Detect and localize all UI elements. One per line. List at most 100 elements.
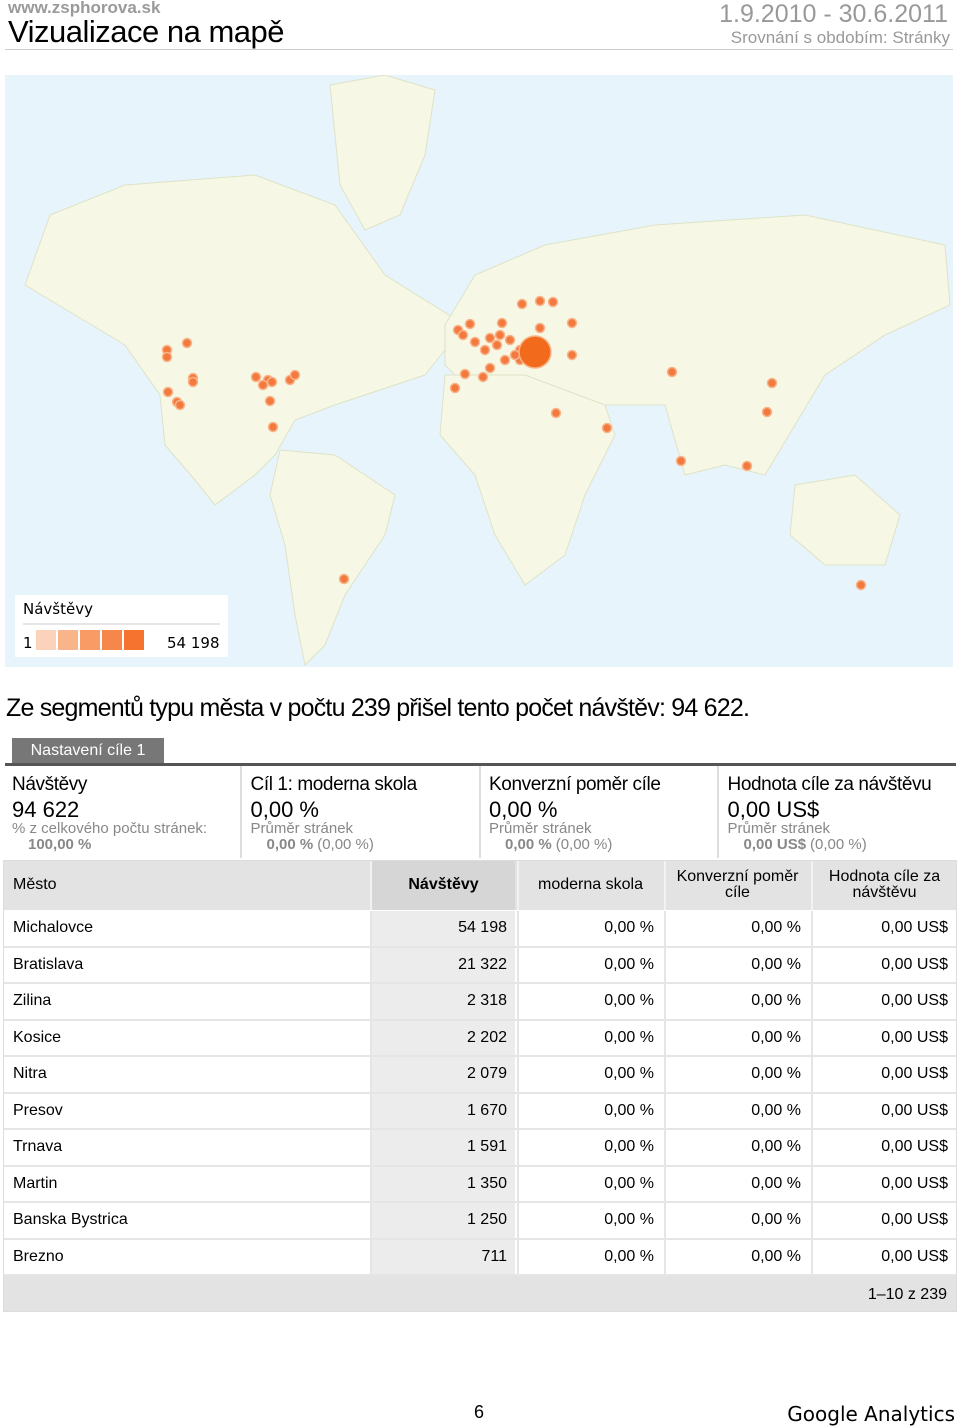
city-dot	[469, 336, 481, 348]
city-dot	[457, 329, 469, 341]
metric-sub: Průměr stránek	[727, 820, 831, 837]
tab[interactable]: Nastavení cíle 1	[12, 738, 164, 763]
metric-sub-extra: (0,00 %)	[810, 836, 867, 853]
column-header: moderna skola	[517, 860, 662, 910]
metric-label: Konverzní poměr cíle	[489, 774, 661, 795]
city-dot	[267, 421, 279, 433]
table-cell: 0,00 %	[664, 984, 809, 1019]
table-cell: 0,00 %	[664, 911, 809, 946]
table-cell: 0,00 %	[664, 1203, 809, 1238]
metric-sub: % z celkového počtu stránek:	[12, 820, 208, 837]
metric-sub-extra: (0,00 %)	[317, 836, 374, 853]
table-cell: 0,00 %	[664, 1057, 809, 1092]
metric-sub: Průměr stránek	[489, 820, 592, 837]
metric-sub-line: 0,00 % (0,00 %)	[505, 836, 612, 853]
legend-swatch	[124, 630, 144, 650]
table-cell: 2 318	[370, 984, 515, 1019]
city-dot	[264, 395, 276, 407]
city-dot	[666, 366, 678, 378]
table-cell: 0,00 %	[517, 1130, 662, 1165]
metric-sub-extra: (0,00 %)	[555, 836, 613, 853]
legend-swatch	[80, 630, 100, 650]
metric: Hodnota cíle za návštěvu 0,00 US$ Průměr s…	[721, 766, 958, 858]
legend-max: 54 198	[167, 634, 220, 652]
legend-swatch	[36, 630, 56, 650]
divider	[5, 49, 953, 50]
metric-value: 0,00 %	[489, 797, 558, 822]
land	[24, 174, 466, 506]
column-header: Město	[13, 876, 57, 893]
row-rule	[3, 982, 957, 984]
legend-min: 1	[23, 634, 33, 652]
legend-swatch	[58, 630, 78, 650]
table-cell: 54 198	[370, 911, 515, 946]
row-rule	[3, 1201, 957, 1203]
tab-rule	[5, 763, 956, 766]
metric-sub-value: 0,00 %	[266, 836, 314, 853]
date-range: 1.9.2010 - 30.6.2011	[719, 0, 948, 28]
table-cell: 0,00 %	[517, 984, 662, 1019]
city-dot	[509, 349, 521, 361]
metric-label: Hodnota cíle za návštěvu	[727, 774, 932, 795]
row-rule	[3, 1091, 957, 1094]
city-dot	[855, 579, 867, 591]
summary: Ze segmentů typu města v počtu 239 přiše…	[6, 694, 750, 722]
table-cell: 0,00 US$	[811, 1239, 956, 1274]
city-dot	[675, 455, 687, 467]
city-dot	[761, 406, 773, 418]
column-header: Návštěvy	[370, 860, 515, 910]
table-cell: 0,00 %	[517, 911, 662, 946]
metric: Návštěvy 94 622% z celkového počtu stráne…	[5, 766, 242, 858]
table-cell: 0,00 %	[664, 1166, 809, 1201]
table-cell: 0,00 US$	[811, 911, 956, 946]
city-dot	[464, 318, 476, 330]
table-cell: 0,00 US$	[811, 1203, 956, 1238]
metric-label: Návštěvy	[12, 774, 87, 795]
city-dot	[496, 317, 508, 329]
table-cell: Kosice	[13, 1028, 62, 1046]
table-cell: 0,00 %	[517, 1239, 662, 1274]
city-dot	[250, 371, 262, 383]
row-rule	[3, 1164, 957, 1167]
row-rule	[3, 1055, 957, 1057]
table-cell: 0,00 US$	[811, 1130, 956, 1165]
metric-sub-value: 0,00 %	[505, 836, 552, 853]
metric-value: 0,00 US$	[727, 797, 820, 822]
city-dot	[516, 298, 528, 310]
city-dot	[518, 335, 552, 369]
table-cell: 1 670	[370, 1093, 515, 1128]
comparison: Srovnání s obdobím: Stránky	[730, 28, 950, 47]
city-dot	[499, 354, 511, 366]
city-dot	[289, 369, 301, 381]
metric-sub-value: 100,00 %	[28, 836, 92, 853]
metric-sub-line: 100,00 %	[28, 836, 91, 853]
city-dot	[547, 296, 559, 308]
table-cell: Michalovce	[13, 919, 94, 937]
city-dot	[566, 349, 578, 361]
table-cell: 0,00 US$	[811, 1020, 956, 1055]
land	[789, 474, 901, 566]
metric-value: 0,00 %	[250, 797, 320, 822]
table-cell: 0,00 %	[517, 1020, 662, 1055]
table-cell: 0,00 %	[664, 1239, 809, 1274]
row-rule	[3, 1274, 957, 1276]
table-cell: 1 591	[370, 1130, 515, 1165]
table-cell: Nitra	[13, 1065, 47, 1083]
land	[439, 374, 616, 586]
city-dot	[504, 334, 516, 346]
city-dot	[601, 422, 613, 434]
city-dot	[566, 317, 578, 329]
table-cell: 0,00 %	[517, 1093, 662, 1128]
metric-sub-line: 0,00 US$ (0,00 %)	[744, 836, 867, 853]
table-cell: 711	[370, 1239, 515, 1274]
city-dot	[181, 337, 193, 349]
city-dot	[477, 371, 489, 383]
metric-value: 94 622	[12, 797, 80, 822]
city-dot	[534, 322, 546, 334]
column-header: Hodnota cíle za návštěvu	[811, 860, 956, 910]
table-cell: 0,00 %	[517, 1057, 662, 1092]
table-cell: 0,00 %	[664, 1093, 809, 1128]
table-cell: Trnava	[13, 1138, 63, 1156]
city-dot	[266, 376, 278, 388]
